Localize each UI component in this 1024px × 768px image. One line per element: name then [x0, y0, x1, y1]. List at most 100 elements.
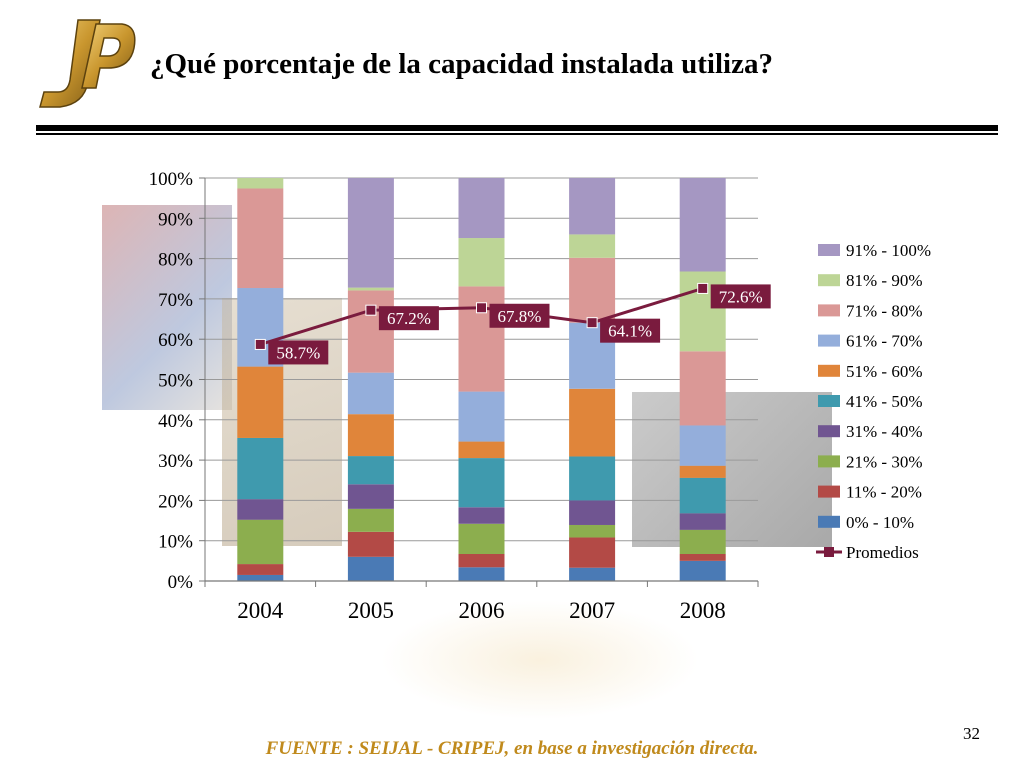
legend: 91% - 100% 81% - 90% 71% - 80% 61% - 70% 51%… [816, 241, 931, 562]
bar-segment [347, 287, 394, 291]
bar-segment [458, 458, 505, 508]
y-tick-label: 30% [158, 451, 193, 472]
legend-label: 21% - 30% [846, 452, 922, 471]
legend-marker-swatch [824, 547, 834, 557]
bar-segment [458, 286, 505, 392]
y-tick-label: 70% [158, 290, 193, 311]
bar-segment [347, 556, 394, 581]
legend-swatch [818, 364, 840, 377]
bar-segment [458, 238, 505, 287]
bar-segment [569, 537, 616, 568]
legend-swatch [818, 304, 840, 317]
y-tick-label: 80% [158, 250, 193, 271]
average-data-label: 72.6% [719, 287, 763, 306]
bar-segment [458, 507, 505, 524]
bar-segment [237, 519, 284, 565]
x-tick-label: 2008 [680, 598, 726, 623]
bar-segment [237, 178, 284, 189]
legend-label: 61% - 70% [846, 332, 922, 351]
y-tick-label: 0% [168, 572, 194, 593]
bar-segment [679, 351, 726, 426]
bars [237, 178, 726, 581]
bar-segment [347, 456, 394, 485]
y-tick-label: 100% [149, 169, 194, 190]
x-tick-label: 2005 [348, 598, 394, 623]
title-divider-thick [36, 125, 998, 131]
slide-title: ¿Qué porcentaje de la capacidad instalad… [150, 48, 773, 80]
bar-segment [458, 391, 505, 442]
x-tick-label: 2007 [569, 598, 615, 623]
y-tick-label: 60% [158, 330, 193, 351]
bar-segment [679, 465, 726, 478]
bar-segment [458, 441, 505, 459]
average-label-box [600, 318, 661, 343]
legend-label: 41% - 50% [846, 392, 922, 411]
bar-segment [569, 524, 616, 538]
title-divider-thin [36, 133, 998, 135]
bar-segment [347, 372, 394, 415]
average-data-label: 67.2% [387, 309, 431, 328]
bar-segment [679, 529, 726, 554]
bar-segment [569, 456, 616, 501]
average-data-label: 67.8% [498, 307, 542, 326]
legend-swatch [818, 455, 840, 468]
bar-segment [347, 414, 394, 457]
y-tick-label: 10% [158, 532, 193, 553]
bar-segment [347, 531, 394, 557]
bar-segment [458, 178, 505, 239]
jp-logo-icon [39, 19, 136, 108]
bar-segment [237, 499, 284, 520]
average-marker [254, 338, 266, 350]
bar-segment [569, 500, 616, 525]
x-tick-label: 2004 [237, 598, 284, 623]
x-axis: 2004 2005 2006 2007 2008 [204, 580, 759, 623]
bar-segment [237, 366, 284, 438]
legend-swatch [818, 244, 840, 256]
bar-segment [347, 290, 394, 373]
bar-segment [679, 477, 726, 514]
legend-label: 0% - 10% [846, 513, 914, 532]
legend-label: 51% - 60% [846, 362, 922, 381]
bar-segment [569, 257, 616, 323]
bar-segment [237, 574, 284, 581]
legend-label: 31% - 40% [846, 422, 922, 441]
average-data-label: 58.7% [276, 343, 320, 362]
bar-segment [569, 388, 616, 457]
bar-segment [347, 178, 394, 288]
legend-label: Promedios [846, 543, 919, 562]
bar-segment [569, 567, 616, 581]
bar-segment [679, 178, 726, 272]
y-tick-label: 90% [158, 209, 193, 230]
bar-segment [347, 484, 394, 509]
bar-segment [458, 567, 505, 581]
average-line: 58.7% 67.2% 67.8% 64.1% 72.6% [254, 282, 771, 365]
y-tick-label: 50% [158, 371, 193, 392]
average-label-box [710, 284, 771, 309]
average-marker [476, 302, 487, 314]
background-watermark-bottom [380, 600, 700, 720]
legend-swatch [818, 395, 840, 407]
legend-label: 81% - 90% [846, 271, 922, 290]
bar-segment [679, 425, 726, 466]
bar-segment [458, 523, 505, 554]
y-tick-label: 40% [158, 411, 193, 432]
bar-segment [347, 508, 394, 532]
average-marker [586, 317, 598, 329]
legend-swatch [818, 274, 840, 287]
average-data-label: 64.1% [608, 322, 652, 341]
bar-segment [679, 560, 726, 581]
average-label-box [268, 340, 329, 365]
bar-segment [237, 564, 284, 575]
bar-segment [458, 553, 505, 568]
page-number: 32 [963, 724, 980, 743]
average-marker [365, 304, 377, 316]
legend-swatch [818, 425, 840, 438]
average-label-box [378, 306, 439, 331]
legend-label: 71% - 80% [846, 301, 922, 320]
legend-label: 91% - 100% [846, 241, 931, 260]
bar-segment [679, 513, 726, 530]
average-marker [697, 282, 709, 294]
bar-segment [237, 437, 284, 500]
legend-swatch [818, 485, 840, 498]
